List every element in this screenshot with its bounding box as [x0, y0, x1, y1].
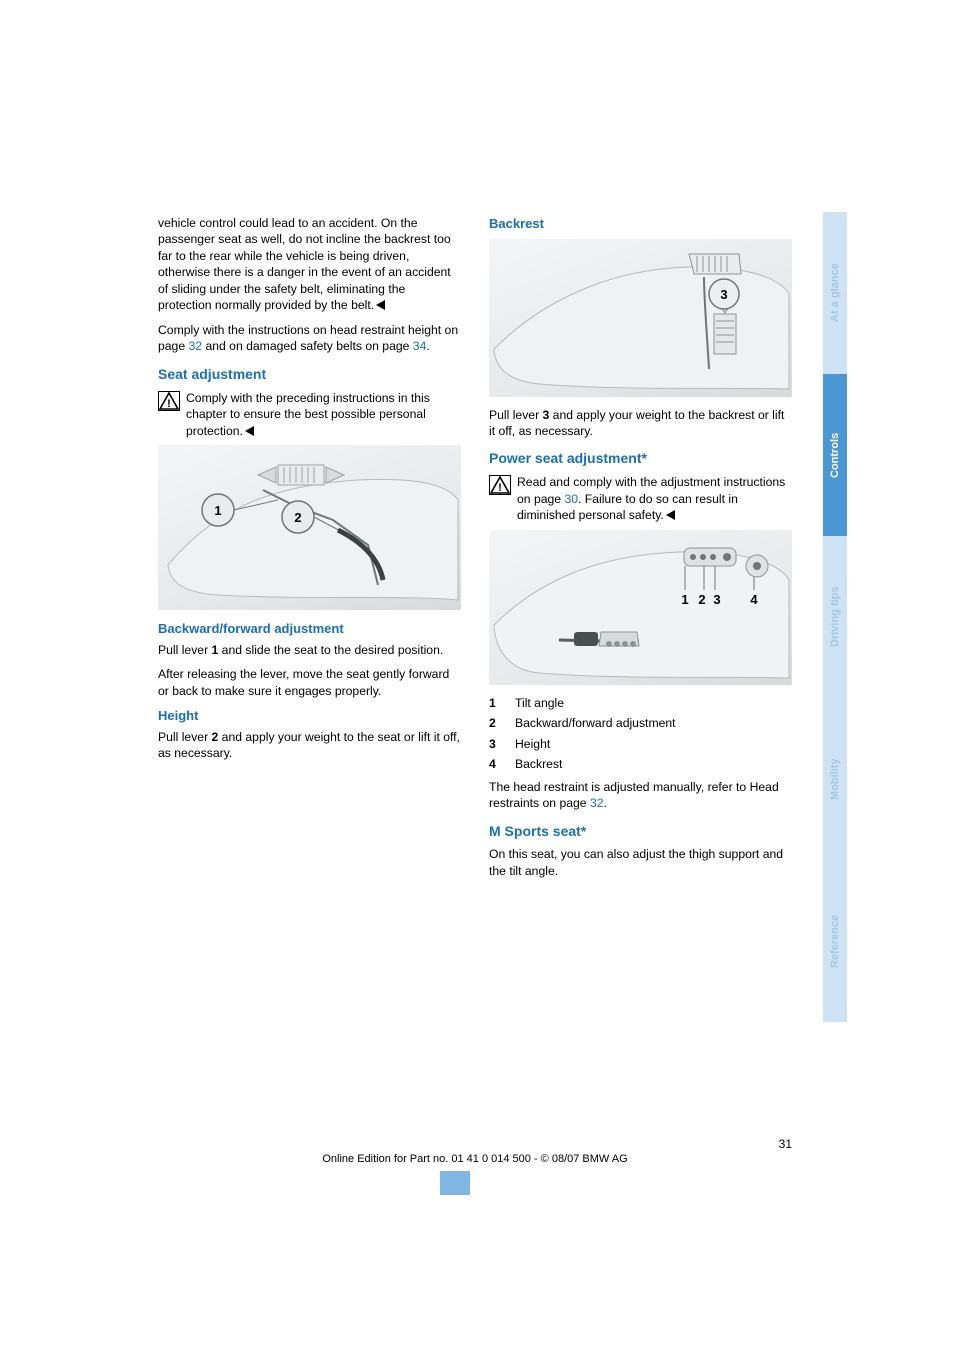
list-text: Tilt angle [515, 695, 564, 711]
warning-icon: ! [489, 475, 511, 495]
side-tab-label: Mobility [826, 758, 844, 800]
right-column: Backrest 3 Pull lever 3 and apply your w… [489, 215, 792, 887]
para-text: . [426, 339, 429, 353]
figure-label-1: 1 [214, 503, 221, 518]
list-item: 3 Height [489, 736, 792, 752]
para-text: vehicle control could lead to an acciden… [158, 216, 451, 312]
footer-accent-bar [440, 1171, 470, 1195]
content-area: vehicle control could lead to an acciden… [158, 215, 792, 887]
body-text: Pull lever 3 and apply your weight to th… [489, 407, 792, 440]
footer: 31 Online Edition for Part no. 01 41 0 0… [158, 1153, 792, 1165]
list-num: 3 [489, 736, 501, 752]
end-mark-icon [666, 510, 675, 520]
figure-label: 3 [713, 592, 720, 607]
side-tab-label: At a glance [826, 264, 844, 323]
para-text: Pull lever 1 and slide the seat to the d… [158, 643, 443, 657]
para-text: and on damaged safety belts on page [202, 339, 413, 353]
body-text: vehicle control could lead to an acciden… [158, 215, 461, 314]
warning-icon: ! [158, 391, 180, 411]
list-num: 2 [489, 715, 501, 731]
heading-backrest: Backrest [489, 215, 792, 233]
side-tab-label: Controls [826, 432, 844, 477]
heading-m-sports-seat: M Sports seat* [489, 822, 792, 841]
heading-backward-forward: Backward/forward adjustment [158, 620, 461, 638]
body-text: The head restraint is adjusted manually,… [489, 779, 792, 812]
body-text: On this seat, you can also adjust the th… [489, 846, 792, 879]
page: vehicle control could lead to an acciden… [0, 0, 954, 1350]
heading-height: Height [158, 707, 461, 725]
list-text: Backrest [515, 756, 562, 772]
side-tab[interactable]: Reference [823, 860, 847, 1022]
figure-label: 1 [681, 592, 688, 607]
figure-seat-levers: 1 2 [158, 445, 461, 610]
figure-label-2: 2 [294, 510, 301, 525]
side-tab[interactable]: Driving tips [823, 536, 847, 698]
body-text: Pull lever 1 and slide the seat to the d… [158, 642, 461, 658]
warning-text: Comply with the preceding instructions i… [186, 390, 461, 439]
warning-block: ! Read and comply with the adjustment in… [489, 474, 792, 523]
side-tabs: At a glance Controls Driving tips Mobility R… [823, 212, 847, 1022]
list-item: 2 Backward/forward adjustment [489, 715, 792, 731]
figure-label-3: 3 [720, 287, 727, 302]
warning-text: Read and comply with the adjustment inst… [517, 474, 792, 523]
figure-backrest: 3 [489, 239, 792, 397]
body-text: Pull lever 2 and apply your weight to th… [158, 729, 461, 762]
warning-block: ! Comply with the preceding instructions… [158, 390, 461, 439]
heading-power-seat: Power seat adjustment* [489, 449, 792, 468]
page-xref[interactable]: 34 [413, 339, 427, 353]
list-item: 1 Tilt angle [489, 695, 792, 711]
para-text: Pull lever 3 and apply your weight to th… [489, 408, 784, 438]
side-tab[interactable]: Mobility [823, 698, 847, 860]
end-mark-icon [245, 426, 254, 436]
heading-seat-adjustment: Seat adjustment [158, 365, 461, 384]
figure-label: 2 [698, 592, 705, 607]
side-tab[interactable]: Controls [823, 374, 847, 536]
figure-power-seat: 1 2 3 4 [489, 530, 792, 685]
para-text: The head restraint is adjusted manually,… [489, 780, 779, 810]
para-text: Pull lever 2 and apply your weight to th… [158, 730, 460, 760]
list-text: Height [515, 736, 550, 752]
end-mark-icon [376, 300, 385, 310]
list-num: 1 [489, 695, 501, 711]
svg-text:!: ! [167, 398, 171, 410]
page-number: 31 [779, 1137, 792, 1151]
page-xref[interactable]: 32 [189, 339, 203, 353]
list-num: 4 [489, 756, 501, 772]
list-item: 4 Backrest [489, 756, 792, 772]
figure-label: 4 [750, 592, 758, 607]
svg-text:!: ! [498, 482, 502, 494]
para-text: Comply with the preceding instructions i… [186, 391, 430, 438]
page-xref[interactable]: 30 [564, 492, 578, 506]
side-tab-label: Reference [826, 914, 844, 967]
side-tab[interactable]: At a glance [823, 212, 847, 374]
list-text: Backward/forward adjustment [515, 715, 676, 731]
side-tab-label: Driving tips [826, 587, 844, 648]
page-xref[interactable]: 32 [590, 796, 604, 810]
para-text: . [604, 796, 607, 810]
body-text: After releasing the lever, move the seat… [158, 666, 461, 699]
footer-line: Online Edition for Part no. 01 41 0 014 … [158, 1153, 792, 1165]
body-text: Comply with the instructions on head res… [158, 322, 461, 355]
left-column: vehicle control could lead to an acciden… [158, 215, 461, 887]
